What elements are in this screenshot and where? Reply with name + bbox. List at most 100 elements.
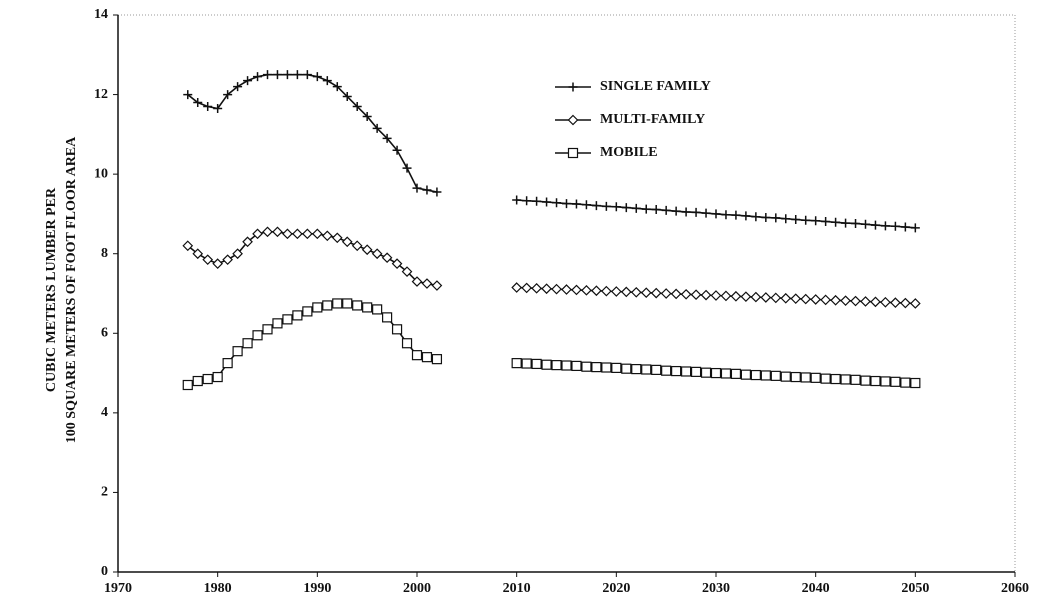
- marker: [740, 291, 752, 303]
- marker: [332, 298, 343, 309]
- marker: [810, 294, 822, 305]
- marker: [880, 376, 891, 387]
- marker: [202, 373, 213, 385]
- marker: [302, 306, 313, 317]
- marker: [770, 292, 782, 304]
- marker: [670, 288, 682, 300]
- marker: [342, 92, 352, 102]
- marker: [801, 215, 811, 225]
- y-tick-label: 14: [94, 7, 108, 22]
- y-tick-label: 0: [101, 564, 108, 579]
- marker: [650, 287, 662, 299]
- marker: [910, 377, 921, 389]
- x-tick-label: 1990: [303, 581, 331, 596]
- marker: [771, 213, 781, 223]
- marker: [561, 284, 572, 295]
- marker: [431, 280, 443, 291]
- marker: [860, 375, 871, 386]
- marker: [831, 217, 841, 227]
- marker: [243, 76, 253, 86]
- marker: [690, 366, 702, 377]
- marker: [263, 70, 272, 80]
- marker: [591, 285, 602, 297]
- marker: [671, 206, 681, 216]
- y-tick-label: 12: [94, 87, 108, 102]
- marker: [621, 203, 631, 213]
- x-tick-label: 2020: [602, 581, 630, 596]
- marker: [312, 72, 322, 82]
- y-tick-label: 4: [101, 405, 108, 420]
- marker: [561, 360, 572, 371]
- marker: [362, 111, 372, 121]
- marker: [890, 376, 901, 387]
- legend-marker: [568, 82, 578, 92]
- marker: [641, 204, 651, 214]
- marker: [372, 123, 382, 133]
- x-tick-label: 2000: [403, 581, 431, 596]
- marker: [312, 302, 323, 313]
- marker: [601, 201, 611, 211]
- marker: [711, 209, 721, 219]
- marker: [411, 276, 423, 287]
- marker: [651, 364, 662, 375]
- legend-label: SINGLE FAMILY: [600, 79, 711, 94]
- marker: [311, 228, 323, 240]
- marker: [690, 289, 702, 301]
- marker: [870, 220, 880, 230]
- marker: [232, 248, 243, 260]
- marker: [202, 254, 214, 266]
- marker: [700, 289, 712, 301]
- marker: [630, 286, 642, 298]
- marker: [352, 102, 362, 112]
- marker: [680, 288, 692, 300]
- marker: [880, 296, 891, 308]
- marker: [182, 379, 193, 391]
- x-tick-label: 2010: [503, 581, 531, 596]
- series-line: [187, 73, 916, 229]
- marker: [292, 228, 303, 240]
- marker: [382, 312, 393, 323]
- y-axis-label: CUBIC METERS LUMBER PER: [44, 187, 59, 392]
- marker: [391, 324, 403, 335]
- y-tick-label: 2: [101, 485, 108, 500]
- marker: [392, 145, 402, 155]
- marker: [830, 373, 841, 385]
- marker: [282, 228, 293, 240]
- marker: [780, 371, 791, 382]
- marker: [183, 90, 193, 100]
- marker: [282, 314, 293, 325]
- marker: [900, 297, 911, 309]
- marker: [322, 300, 333, 311]
- marker: [860, 296, 871, 307]
- marker: [591, 362, 602, 373]
- marker: [351, 240, 363, 252]
- marker: [820, 294, 831, 306]
- marker: [213, 103, 223, 113]
- marker: [841, 218, 851, 228]
- marker: [402, 163, 412, 173]
- marker: [740, 369, 752, 380]
- marker: [571, 199, 581, 209]
- marker: [680, 366, 692, 377]
- marker: [750, 291, 762, 303]
- y-axis-label: 100 SQUARE METERS OF FOOT FLOOR AREA: [64, 136, 79, 443]
- marker: [691, 207, 701, 217]
- marker: [541, 359, 552, 370]
- marker: [791, 214, 801, 224]
- marker: [212, 258, 224, 270]
- marker: [372, 304, 383, 315]
- marker: [222, 254, 233, 266]
- marker: [223, 90, 233, 100]
- marker: [850, 374, 861, 385]
- marker: [401, 338, 413, 349]
- marker: [790, 293, 802, 305]
- marker: [552, 198, 562, 208]
- marker: [203, 102, 213, 112]
- marker: [631, 203, 641, 213]
- marker: [840, 374, 851, 385]
- marker: [193, 98, 203, 108]
- marker: [730, 290, 742, 302]
- marker: [581, 200, 591, 210]
- marker: [292, 310, 303, 321]
